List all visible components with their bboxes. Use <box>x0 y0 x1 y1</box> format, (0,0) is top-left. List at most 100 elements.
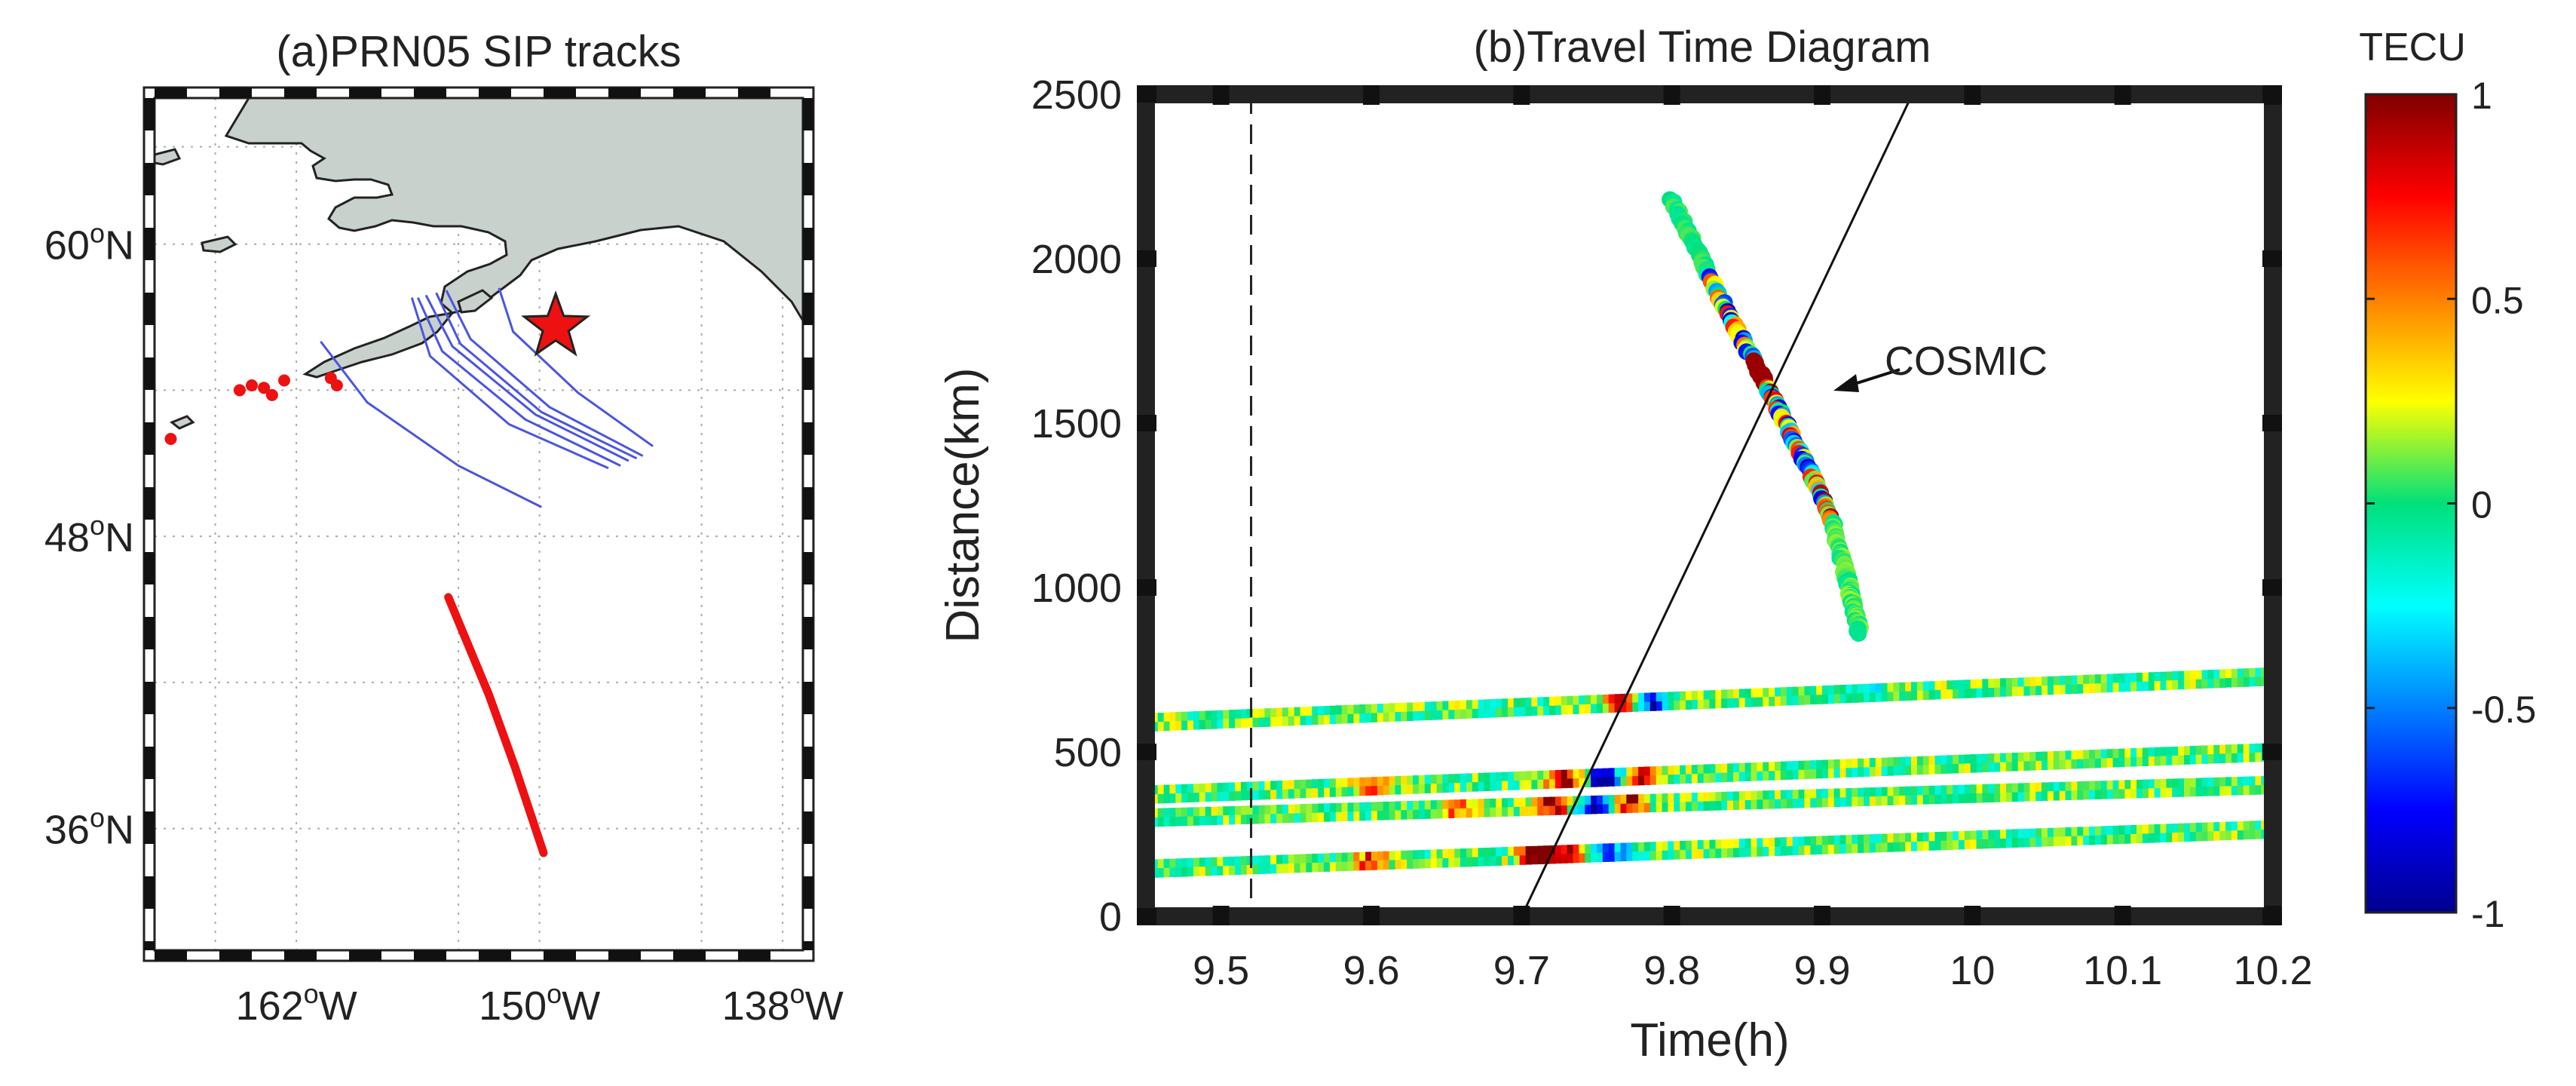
tec-cell <box>1211 710 1218 720</box>
tec-cell <box>1792 799 1800 808</box>
tec-cell <box>2048 676 2054 686</box>
tec-cell <box>2077 675 2084 685</box>
tec-cell <box>2106 826 2114 836</box>
tec-cell <box>1157 868 1165 878</box>
tec-cell <box>1703 839 1711 850</box>
tec-cell <box>1988 830 1995 839</box>
tec-cell <box>1496 698 1502 709</box>
tec-cell <box>1810 695 1817 705</box>
tec-cell <box>1169 817 1177 827</box>
tec-cell <box>1780 761 1787 772</box>
tec-cell <box>1502 781 1509 791</box>
tec-cell <box>1656 793 1663 803</box>
tec-cell <box>1525 771 1533 781</box>
tec-cell <box>1934 794 1942 805</box>
tec-cell <box>1573 853 1580 864</box>
tec-cell <box>1738 698 1746 707</box>
tec-cell <box>1525 855 1533 865</box>
tec-cell <box>1579 778 1586 788</box>
map-frame-segment <box>144 747 155 779</box>
tec-cell <box>1715 801 1723 811</box>
tec-cell <box>2184 823 2191 833</box>
tec-cell <box>1341 852 1349 863</box>
tec-cell <box>1804 836 1812 846</box>
blue-track <box>424 294 629 462</box>
tec-cell <box>2130 748 2137 758</box>
tec-cell <box>1810 789 1817 799</box>
tec-cell <box>1839 797 1847 807</box>
tec-cell <box>1786 845 1793 856</box>
tec-cell <box>1448 799 1455 809</box>
tec-cell <box>2053 685 2060 695</box>
tec-cell <box>1294 863 1301 873</box>
tec-cell <box>1519 780 1527 790</box>
tec-cell <box>2005 678 2013 688</box>
blue-track <box>435 292 638 460</box>
tec-cell <box>1383 785 1390 796</box>
tec-cell <box>1508 781 1515 790</box>
tec-cell <box>1282 716 1289 726</box>
tec-cell <box>1270 854 1277 865</box>
tec-cell <box>2112 748 2120 759</box>
tec-cell <box>1638 851 1645 861</box>
tec-cell <box>1691 802 1698 811</box>
tec-cell <box>1976 679 1983 689</box>
tec-cell <box>1934 755 1942 765</box>
tec-cell <box>1537 779 1544 790</box>
tec-cell <box>1959 784 1965 795</box>
tec-cell <box>1864 758 1870 768</box>
tec-cell <box>1496 772 1502 782</box>
tec-cell <box>1258 864 1266 874</box>
tec-cell <box>1484 781 1491 791</box>
y-tick-mark <box>2262 415 2282 431</box>
tec-cell <box>1537 697 1544 707</box>
tec-cell <box>1525 806 1533 816</box>
tec-cell <box>2166 824 2173 833</box>
tec-cell <box>1763 697 1769 707</box>
tec-cell <box>1157 722 1165 732</box>
tec-cell <box>1864 787 1870 797</box>
tec-cell <box>1662 841 1669 851</box>
tec-cell <box>1252 805 1260 815</box>
tec-cell <box>1905 682 1912 692</box>
tec-cell <box>1401 784 1407 795</box>
ttd-y-axis-label: Distance(km) <box>937 367 989 643</box>
tec-cell <box>1157 808 1165 818</box>
tec-cell <box>2255 821 2262 830</box>
tec-cell <box>1335 787 1343 797</box>
tec-cell <box>1401 850 1407 861</box>
tec-cell <box>2213 786 2220 796</box>
tec-cell <box>1454 774 1461 784</box>
y-tick-mark <box>1137 86 1156 103</box>
tec-cell <box>1964 680 1971 689</box>
cosmic-arrow-head <box>1833 374 1859 392</box>
map-frame-segment <box>738 87 770 98</box>
tec-cell <box>1733 848 1740 857</box>
tec-cell <box>2023 752 2031 762</box>
tec-cell <box>1389 860 1396 870</box>
tec-cell <box>2106 749 2114 759</box>
tec-cell <box>2178 746 2185 756</box>
tec-cell <box>1763 771 1769 781</box>
tec-cell <box>1418 710 1426 721</box>
map-frame-segment <box>414 950 446 961</box>
tec-cell <box>1543 697 1550 707</box>
cosmic-label: COSMIC <box>1885 339 2048 384</box>
tec-cell <box>1916 832 1924 842</box>
x-tick-label: 9.7 <box>1493 948 1550 993</box>
tec-cell <box>1964 689 1971 698</box>
tec-cell <box>1300 804 1307 814</box>
tec-cell <box>2255 776 2262 786</box>
tec-cell <box>2195 822 2203 833</box>
tec-cell <box>2053 791 2060 801</box>
tec-cell <box>1430 809 1438 819</box>
tec-cell <box>1697 773 1705 784</box>
tec-cell <box>1554 770 1562 780</box>
tec-cell <box>1608 703 1616 713</box>
tec-cell <box>1554 845 1562 855</box>
tec-cell <box>1709 699 1717 709</box>
lon-tick-label: 138oW <box>722 978 844 1029</box>
tec-cell <box>1697 849 1705 859</box>
tec-cell <box>1324 778 1331 789</box>
tec-cell <box>1407 711 1414 721</box>
